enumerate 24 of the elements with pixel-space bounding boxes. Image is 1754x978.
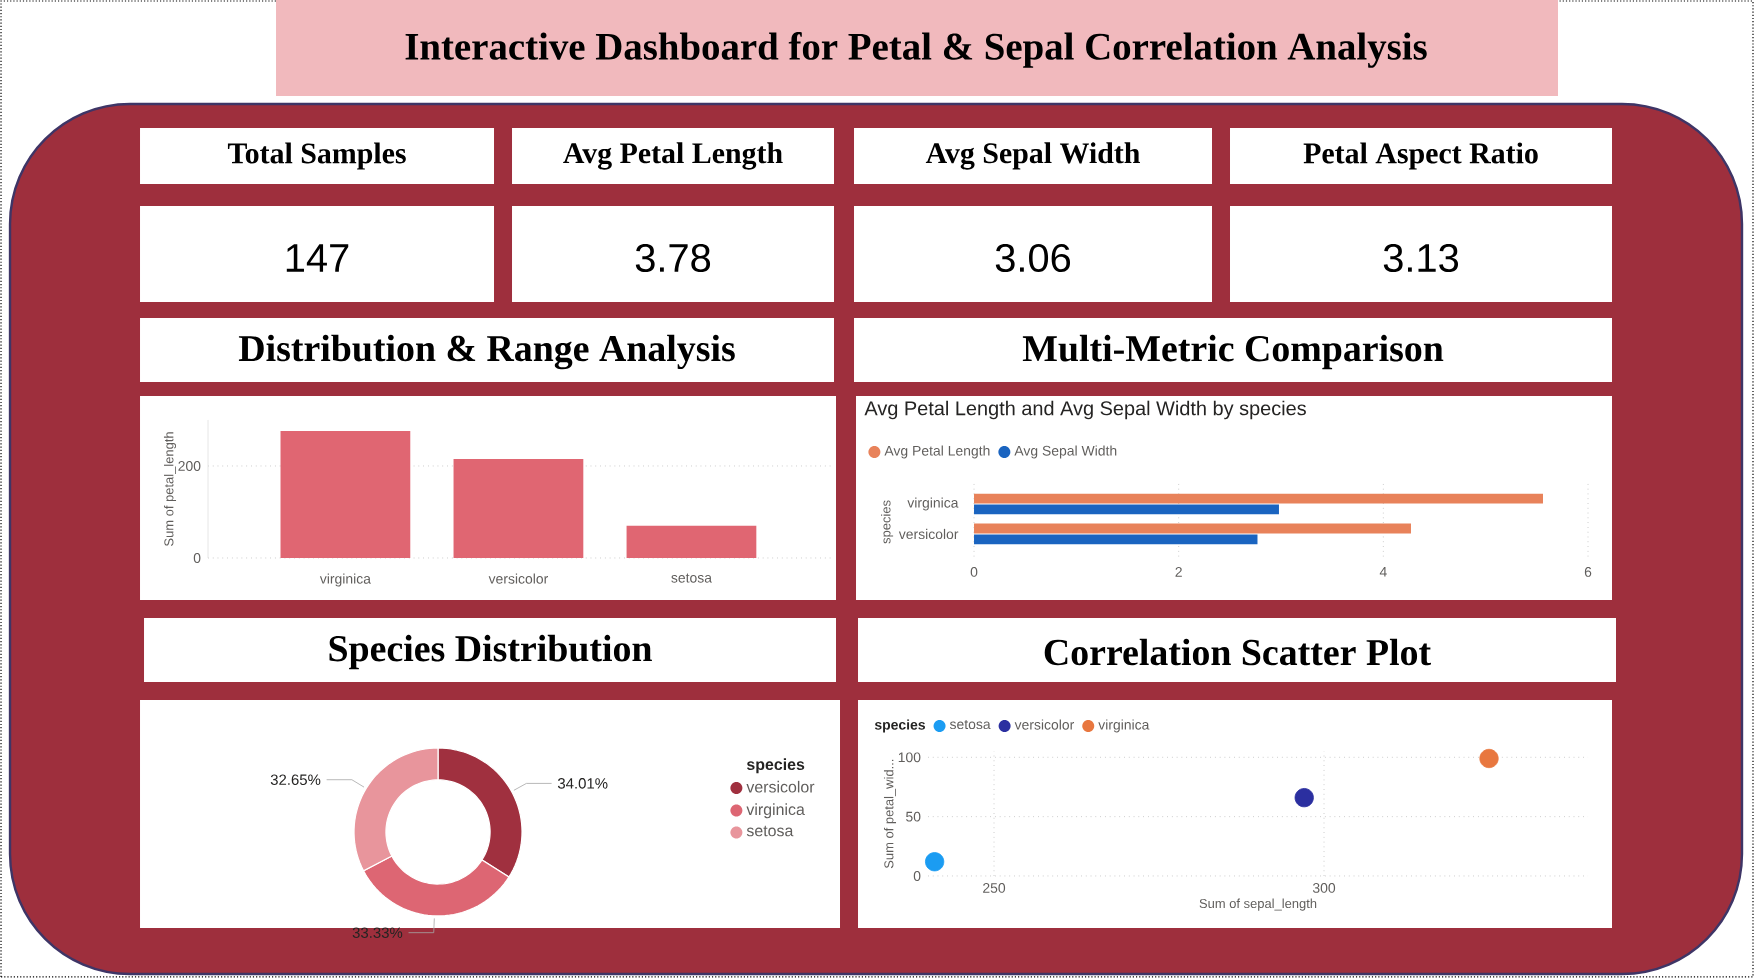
point xyxy=(1294,788,1314,808)
bar xyxy=(280,431,411,558)
chart-title: Multi-Metric Comparison xyxy=(1022,334,1444,370)
category-label: Total Samples xyxy=(227,142,406,170)
bar xyxy=(974,523,1411,534)
category-label: Avg Sepal Width xyxy=(925,142,1140,170)
point xyxy=(1479,748,1499,769)
category-label: Petal Aspect Ratio xyxy=(1303,142,1538,170)
point xyxy=(925,852,945,872)
bar xyxy=(974,534,1258,545)
bar xyxy=(974,504,1279,515)
data-label: 147 xyxy=(286,244,349,272)
category-label: Avg Petal Length xyxy=(563,142,783,170)
data-label: 3.06 xyxy=(995,243,1071,273)
bar xyxy=(453,459,584,558)
bar xyxy=(974,493,1543,504)
text: Interactive Dashboard for Petal & Sepal Correlation Analysis xyxy=(405,32,1427,68)
chart-title: Distribution & Range Analysis xyxy=(238,334,735,370)
data-label: 3.13 xyxy=(1383,243,1459,273)
bar xyxy=(626,525,757,558)
chart-subtitle: Avg Petal Length and Avg Sepal Width by species xyxy=(864,400,1306,420)
data-label: 3.78 xyxy=(635,243,711,273)
chart-title: Correlation Scatter Plot xyxy=(1044,638,1431,666)
chart-title: Species Distribution xyxy=(329,634,652,670)
